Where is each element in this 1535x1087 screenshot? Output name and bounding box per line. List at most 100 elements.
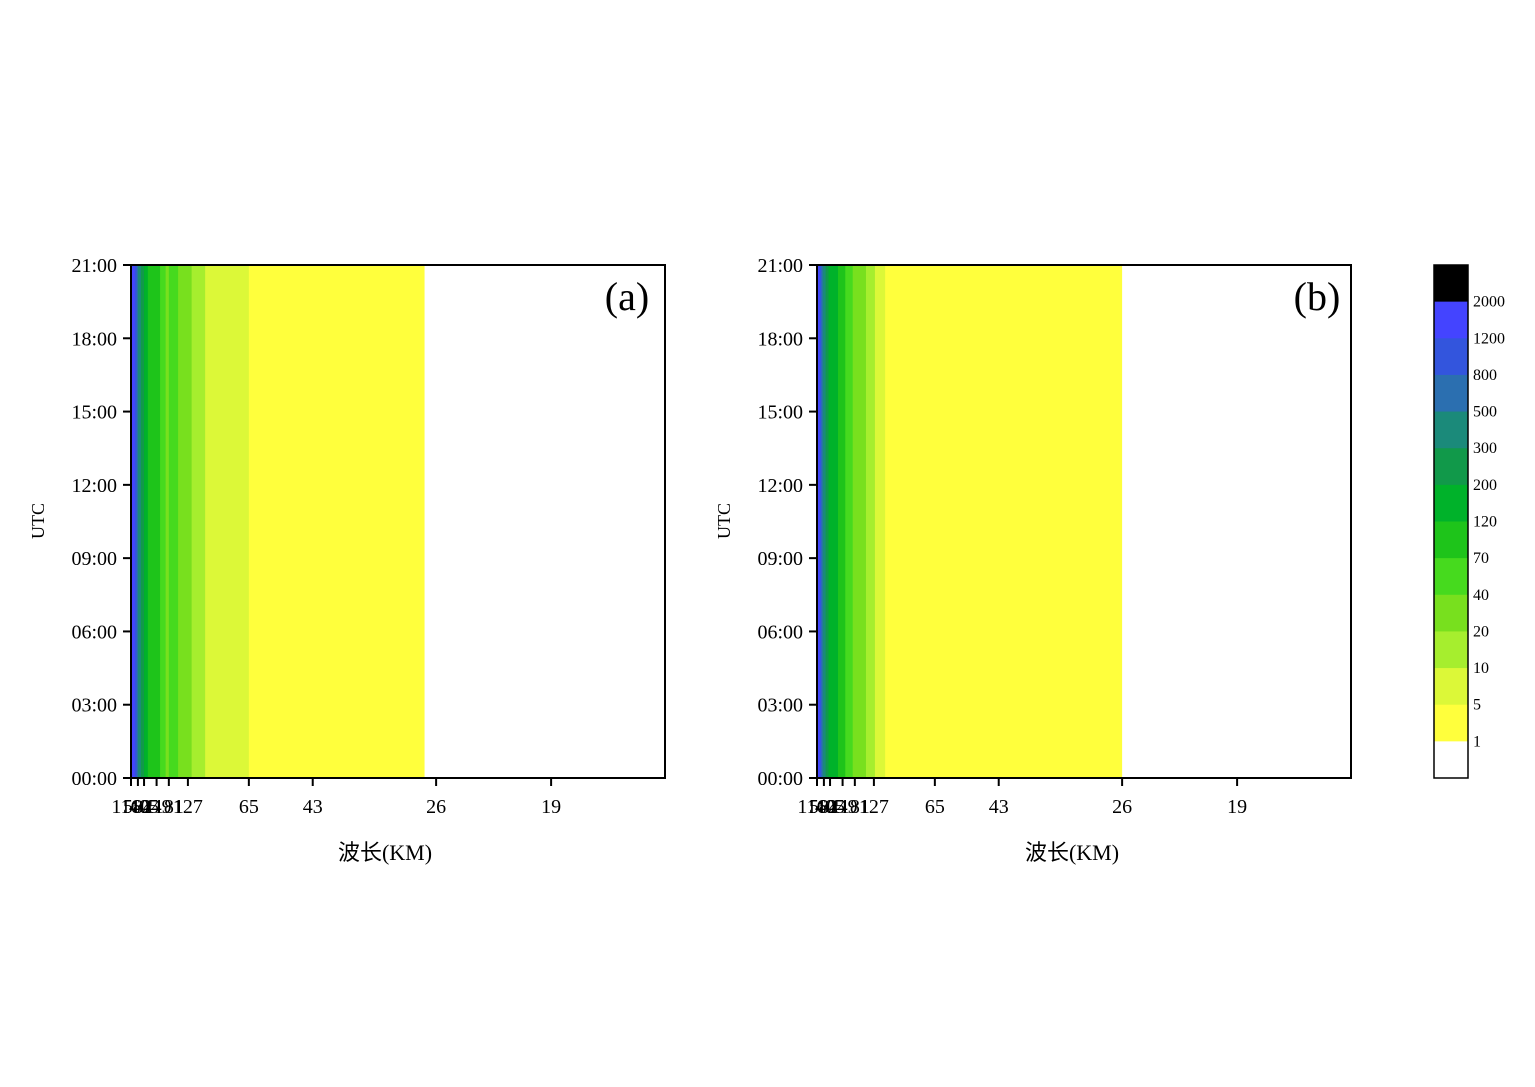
panel-b-y-tick-label: 21:00 (757, 255, 803, 277)
panel-b-band-12 (1122, 265, 1352, 778)
colorbar-swatch (1434, 411, 1468, 449)
panel-b-x-tick-label: 584 (809, 796, 839, 818)
colorbar-swatch (1434, 704, 1468, 742)
panel-a-band-15 (424, 265, 666, 778)
panel-b-band-5 (828, 265, 839, 778)
panel-a-x-tick-label: 181 (154, 796, 184, 818)
panel-b-band-4 (825, 265, 830, 778)
panel-b-ylabel: UTC (714, 503, 734, 539)
colorbar-label: 1200 (1473, 330, 1505, 347)
colorbar-swatch (1434, 374, 1468, 413)
colorbar-label: 120 (1473, 514, 1497, 531)
panel-b-y-tick-label: 06:00 (757, 621, 803, 643)
panel-a-ylabel: UTC (28, 503, 48, 539)
panel-b-label: (b) (1294, 274, 1341, 319)
panel-a-band-3 (136, 265, 139, 778)
panel-a-x-tick-label: 19 (541, 796, 561, 818)
colorbar-label: 800 (1473, 367, 1497, 384)
panel-b-band-1 (819, 265, 822, 778)
colorbar-label: 300 (1473, 440, 1497, 457)
panel-a-band-4 (137, 265, 142, 778)
panel-b-frame (816, 264, 1352, 779)
colorbar-swatch (1434, 448, 1468, 486)
panel-b-x-tick-label: 249 (828, 796, 858, 818)
colorbar-swatch (1434, 741, 1468, 779)
panel-b-y-tick-label: 12:00 (757, 475, 803, 497)
panel-a-x-tick-label: 1160 (111, 796, 150, 818)
panel-b-contour-bands (817, 265, 1352, 778)
panel-a-band-10 (168, 265, 179, 778)
colorbar-label: 20 (1473, 623, 1489, 640)
colorbar-label: 1 (1473, 733, 1481, 750)
colorbar-label: 500 (1473, 404, 1497, 421)
panel-b-x-tick-label: 19 (1227, 796, 1247, 818)
panel-b-band-8 (852, 265, 867, 778)
colorbar: 2000 1200 800 500 300 200 120 70 40 20 10 5 1 (1433, 264, 1505, 779)
panel-a-xlabel: 波长(KM) (338, 840, 432, 865)
panel-b-y-tick-label: 15:00 (757, 402, 803, 424)
colorbar-swatch (1434, 521, 1468, 559)
panel-a-x-tick-label: 127 (173, 796, 203, 818)
panel-a-band-14 (248, 265, 426, 778)
panel-a-x-tick-label: 43 (303, 796, 323, 818)
panel-b-band-0 (817, 265, 821, 778)
colorbar-swatch (1434, 301, 1468, 339)
colorbar-frame (1433, 264, 1469, 779)
panel-a-x-tick-label: 249 (142, 796, 172, 818)
panel-b-band-9 (865, 265, 876, 778)
panel-a-label: (a) (605, 274, 649, 319)
panel-a-y-tick-label: 21:00 (71, 255, 117, 277)
colorbar-label: 200 (1473, 477, 1497, 494)
panel-b-xlabel: 波长(KM) (1025, 840, 1119, 865)
panel-b-band-2 (821, 265, 824, 778)
panel-b-band-11 (885, 265, 1123, 778)
colorbar-swatch (1434, 484, 1468, 522)
panel-a-band-11 (178, 265, 193, 778)
panel-b-x-tick-label: 181 (840, 796, 870, 818)
panel-b-y-tick-label: 09:00 (757, 548, 803, 570)
colorbar-label: 70 (1473, 550, 1489, 567)
panel-a-band-12 (191, 265, 206, 778)
panel-a-x-tick-label: 26 (426, 796, 446, 818)
colorbar-label: 40 (1473, 587, 1489, 604)
panel-a-x-tick-label: 584 (123, 796, 153, 818)
panel-a-contour-bands (131, 265, 666, 778)
colorbar-swatch (1434, 594, 1468, 632)
colorbar-swatch (1434, 631, 1468, 669)
colorbar-swatch (1434, 265, 1468, 303)
panel-a-y-tick-label: 18:00 (71, 328, 117, 350)
colorbar-label: 5 (1473, 697, 1481, 714)
panel-a-band-8 (160, 265, 167, 778)
colorbar-label: 10 (1473, 660, 1489, 677)
panel-a-y-tick-label: 03:00 (71, 695, 117, 717)
panel-b-x-tick-label: 1160 (797, 796, 836, 818)
panel-a-frame (130, 264, 666, 779)
panel-b-x-tick-label: 127 (859, 796, 889, 818)
panel-a-band-5 (140, 265, 145, 778)
panel-b-band-6 (837, 265, 846, 778)
panel-b-band-3 (822, 265, 827, 778)
panel-a-x-tick-label: 405 (129, 796, 159, 818)
panel-a-x-tick-label: 65 (239, 796, 259, 818)
panel-a-y-tick-label: 00:00 (71, 768, 117, 790)
panel-a-band-6 (144, 265, 149, 778)
panel-b-band-7 (845, 265, 854, 778)
panel-a-y-tick-label: 15:00 (71, 402, 117, 424)
panel-a-y-tick-label: 12:00 (71, 475, 117, 497)
panel-a-band-2 (134, 265, 138, 778)
colorbar-swatch (1434, 558, 1468, 596)
panel-a-y-tick-label: 09:00 (71, 548, 117, 570)
colorbar-swatch (1434, 668, 1468, 706)
panel-b-y-tick-label: 03:00 (757, 695, 803, 717)
panel-a-band-7 (147, 265, 161, 778)
panel-b-x-tick-label: 43 (989, 796, 1009, 818)
panel-b-y-tick-label: 18:00 (757, 328, 803, 350)
panel-b-x-tick-label: 405 (815, 796, 845, 818)
panel-b-x-tick-label: 26 (1112, 796, 1132, 818)
panel-b-band-10 (874, 265, 886, 778)
